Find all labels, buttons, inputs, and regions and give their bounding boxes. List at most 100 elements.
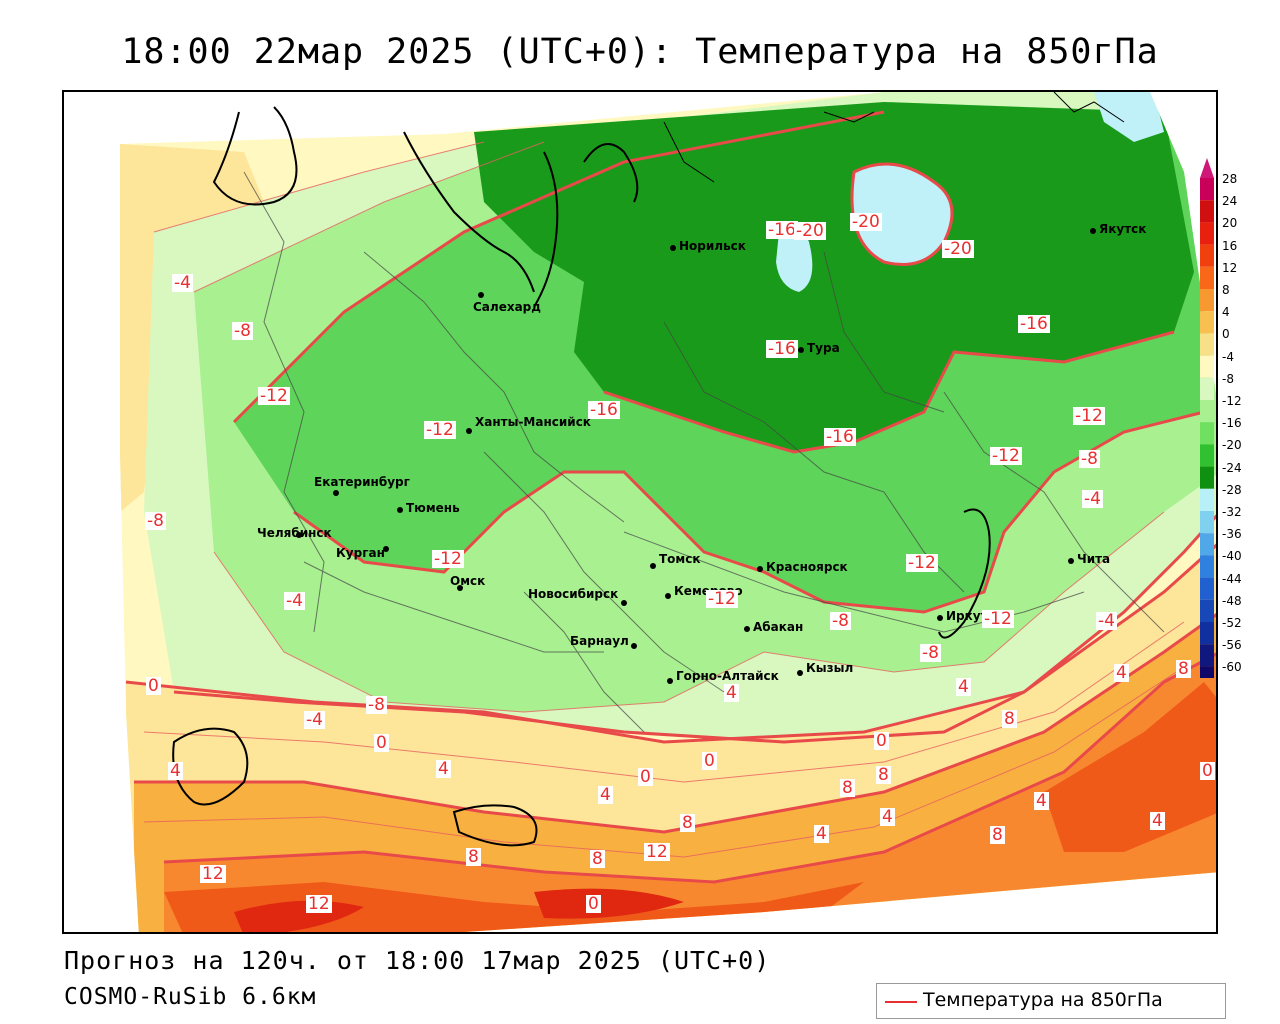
colorbar-swatch	[1200, 311, 1214, 334]
city-dot	[937, 615, 943, 621]
isotherm-label: -12	[432, 549, 464, 569]
colorbar-swatch	[1200, 266, 1214, 289]
colorbar-swatch	[1200, 666, 1214, 678]
isotherm-label: 0	[146, 676, 161, 696]
isotherm-label: 8	[1002, 709, 1017, 729]
colorbar-swatch	[1200, 622, 1214, 645]
isotherm-label: 0	[1200, 761, 1215, 781]
isotherm-label: -16	[1018, 314, 1050, 334]
city-dot	[665, 593, 671, 599]
colorbar-label: -16	[1222, 416, 1242, 431]
isotherm-label: -8	[830, 611, 851, 631]
city-label: Якутск	[1099, 222, 1147, 236]
colorbar-swatch	[1200, 466, 1214, 489]
city-label: Красноярск	[766, 560, 848, 574]
isotherm-label: 0	[874, 731, 889, 751]
city-label: Новосибирск	[528, 587, 619, 601]
isotherm-label: 0	[638, 767, 653, 787]
isotherm-label: -12	[258, 386, 290, 406]
colorbar-label: 0	[1222, 327, 1230, 342]
colorbar-label: 20	[1222, 216, 1238, 231]
colorbar-label: -44	[1222, 571, 1242, 586]
isotherm-label: 4	[436, 759, 451, 779]
isotherm-label: -4	[284, 591, 305, 611]
city-dot	[478, 292, 484, 298]
isotherm-label: -12	[424, 420, 456, 440]
colorbar-label: -4	[1222, 349, 1234, 364]
city-dot	[397, 507, 403, 513]
colorbar-swatch	[1200, 289, 1214, 312]
isotherm-label: 4	[814, 824, 829, 844]
city-dot	[670, 245, 676, 251]
city-label: Кызыл	[806, 661, 854, 675]
isotherm-label: -4	[1082, 489, 1103, 509]
isotherm-label: 0	[702, 751, 717, 771]
city-dot	[466, 428, 472, 434]
city-dot	[457, 585, 463, 591]
isotherm-label: 8	[840, 778, 855, 798]
isotherm-label: 0	[374, 733, 389, 753]
city-dot	[744, 626, 750, 632]
colorbar-label: -56	[1222, 638, 1242, 653]
city-dot	[650, 563, 656, 569]
isotherm-label: 8	[990, 825, 1005, 845]
city-dot	[296, 532, 302, 538]
colorbar-swatch	[1200, 577, 1214, 600]
colorbar-label: -36	[1222, 527, 1242, 542]
colorbar-swatch	[1200, 178, 1214, 201]
colorbar-swatches	[1200, 158, 1214, 678]
colorbar-swatch	[1200, 533, 1214, 556]
colorbar-swatch	[1200, 599, 1214, 622]
isotherm-label: 12	[306, 894, 332, 914]
colorbar-label: 28	[1222, 172, 1238, 186]
isotherm-label: 4	[956, 677, 971, 697]
isotherm-label: -16	[766, 339, 798, 359]
isotherm-label: -8	[1079, 449, 1100, 469]
isotherm-label: 4	[1114, 663, 1129, 683]
city-label: Абакан	[753, 620, 804, 634]
colorbar-swatch	[1200, 511, 1214, 534]
isotherm-label: 8	[876, 765, 891, 785]
isotherm-label: -8	[366, 695, 387, 715]
city-label: Тура	[807, 341, 840, 355]
isotherm-label: -4	[304, 710, 325, 730]
isotherm-label: 4	[724, 683, 739, 703]
city-label: Салехард	[473, 300, 541, 314]
colorbar-label: 8	[1222, 283, 1230, 297]
line-legend: Температура на 850гПа	[876, 983, 1226, 1019]
colorbar-swatch	[1200, 488, 1214, 511]
isotherm-label: 0	[586, 894, 601, 914]
isotherm-label: -8	[920, 643, 941, 663]
city-label: Омск	[450, 574, 486, 588]
line-legend-label: Температура на 850гПа	[923, 989, 1163, 1011]
colorbar-label: -52	[1222, 616, 1242, 630]
city-label: Курган	[336, 546, 385, 560]
colorbar-label: -12	[1222, 394, 1242, 408]
colorbar-swatch	[1200, 377, 1214, 400]
isotherm-label: -16	[588, 400, 620, 420]
isotherm-label: -4	[1096, 611, 1117, 631]
colorbar-swatch	[1200, 644, 1214, 667]
map-title: 18:00 22мар 2025 (UTC+0): Температура на…	[121, 32, 1159, 72]
colorbar-label: -28	[1222, 482, 1242, 497]
isotherm-label: -20	[794, 221, 826, 241]
colorbar-label: -60	[1222, 660, 1242, 675]
colorbar-label: -40	[1222, 549, 1242, 564]
line-legend-swatch	[885, 1001, 917, 1003]
city-label: Барнаул	[570, 634, 629, 648]
isotherm-label: -8	[232, 321, 253, 341]
colorbar-label: 16	[1222, 238, 1238, 253]
colorbar-label: -20	[1222, 438, 1242, 453]
isotherm-label: -12	[990, 446, 1022, 466]
city-label: Томск	[659, 552, 701, 566]
isotherm-label: 4	[1034, 791, 1049, 811]
city-dot	[333, 490, 339, 496]
colorbar-swatch	[1200, 200, 1214, 223]
isotherm-label: -8	[145, 511, 166, 531]
city-label: Горно-Алтайск	[676, 669, 779, 683]
isotherm-label: 8	[466, 847, 481, 867]
city-label: Норильск	[679, 239, 746, 253]
colorbar-swatch	[1200, 422, 1214, 445]
city-label: Екатеринбург	[314, 475, 410, 489]
city-dot	[383, 546, 389, 552]
